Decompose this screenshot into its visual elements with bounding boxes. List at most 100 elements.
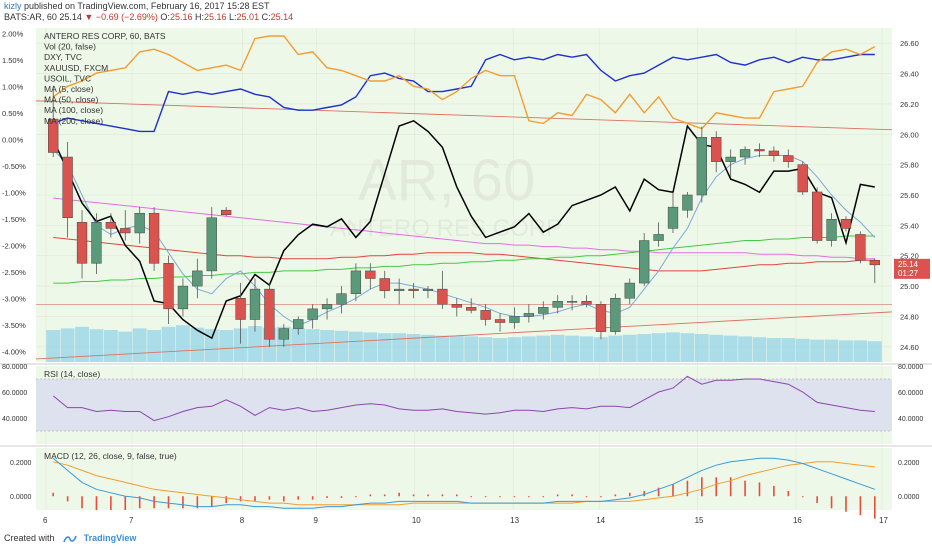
candle-body: [783, 155, 794, 162]
candle-body: [249, 288, 261, 320]
candle-body: [797, 164, 808, 193]
last-price: 25.14: [59, 12, 82, 22]
price-badge: [894, 258, 930, 279]
macd-histogram-bar: [744, 480, 746, 497]
macd-histogram-bar: [124, 496, 127, 510]
volume-bar: [334, 330, 349, 362]
macd-line: [52, 457, 875, 509]
macd-pane: [36, 448, 892, 510]
macd-histogram-bar: [816, 496, 818, 504]
macd-histogram-bar: [873, 496, 876, 519]
candle-body: [682, 194, 693, 211]
macd-histogram-bar: [801, 496, 804, 498]
x-tick-label: 13: [510, 516, 519, 525]
candle-body: [811, 191, 823, 241]
resistance-trendline: [35, 100, 893, 131]
left-axis-bg: [0, 28, 36, 510]
tradingview-logo-icon: [63, 535, 77, 542]
candle-body: [538, 307, 549, 314]
volume-bar: [435, 335, 450, 362]
volume-bar: [723, 335, 738, 362]
candle-body: [379, 278, 390, 291]
price-tick-label: 25.80: [900, 161, 919, 170]
macd-histogram-bar: [542, 496, 545, 498]
volume-bar: [406, 334, 421, 362]
pct-tick-label: -4.00%: [2, 347, 26, 356]
legend-item: DXY, TVC: [44, 52, 82, 62]
legend-item: MA (200, close): [44, 116, 103, 126]
down-arrow-icon: ▼: [84, 12, 94, 22]
tradingview-brand[interactable]: TradingView: [83, 533, 137, 543]
candle-body: [264, 288, 275, 340]
chart-canvas[interactable]: 26.60 26.40 26.20 26.00 25.80 25.60 25.40 25.20…: [0, 24, 932, 532]
macd-histogram-bar: [773, 485, 775, 497]
publish-header: kizly published on TradingView.com, Febr…: [4, 1, 270, 12]
macd-histogram-bar: [859, 496, 862, 516]
volume-bar: [752, 337, 767, 362]
macd-histogram-bar: [614, 494, 617, 497]
volume-bar: [594, 337, 608, 362]
volume-bar: [291, 328, 306, 362]
candle-body: [826, 219, 837, 241]
volume-bar: [118, 331, 133, 362]
volume-bar: [132, 328, 147, 362]
candle-body: [148, 212, 160, 264]
macd-histogram-bar: [845, 496, 847, 512]
macd-histogram-bar: [283, 496, 285, 502]
pct-tick-label: -2.50%: [2, 268, 26, 277]
pct-tick-label: -3.50%: [2, 321, 26, 330]
candle-body: [321, 304, 333, 310]
candle-body: [336, 293, 347, 305]
candle-body: [451, 304, 462, 308]
footer: Created with TradingView: [4, 533, 136, 543]
candle-body: [437, 288, 448, 305]
created-with: Created with: [4, 533, 55, 543]
macd-histogram-bar: [355, 496, 357, 498]
author-link[interactable]: kizly: [4, 1, 22, 11]
candle-body: [624, 282, 635, 299]
high-label: H:: [194, 12, 204, 22]
x-tick-label: 16: [793, 516, 802, 525]
macd-histogram-bar: [701, 477, 703, 497]
macd-histogram-bar: [210, 496, 213, 507]
volume-bar: [190, 327, 205, 362]
pct-tick-label: -3.00%: [2, 294, 26, 303]
x-tick-label: 9: [313, 516, 318, 525]
macd-histogram-bar: [499, 496, 501, 498]
volume-bar: [60, 328, 75, 362]
candle-body: [855, 234, 866, 261]
candle-body: [163, 263, 174, 310]
volume-bar: [709, 334, 724, 362]
pct-tick-label: -0.50%: [2, 162, 26, 171]
volume-bar: [579, 336, 594, 362]
macd-histogram-bar: [398, 492, 400, 497]
macd-histogram-bar: [95, 496, 98, 510]
pct-tick-label: 0.50%: [2, 109, 24, 118]
candle-body: [768, 150, 780, 156]
volume-bar: [176, 325, 190, 362]
candle-body: [120, 228, 131, 234]
volume-bar: [781, 338, 796, 362]
macd-histogram-bar: [254, 496, 256, 502]
macd-histogram-bar: [412, 494, 415, 497]
rsi-tick-label-left: 60.0000: [2, 390, 27, 397]
legend-item: ANTERO RES CORP, 60, BATS: [44, 31, 166, 41]
volume-bar: [147, 330, 162, 362]
pct-tick-label: 1.50%: [2, 56, 24, 65]
pct-tick-label: -1.50%: [2, 215, 26, 224]
macd-histogram-bar: [311, 496, 314, 500]
publish-info: published on TradingView.com, February 1…: [24, 1, 270, 11]
rsi-tick-label-left: 80.0000: [2, 364, 27, 371]
candle-body: [393, 288, 405, 291]
macd-histogram-bar: [585, 496, 588, 498]
volume-bar: [363, 332, 378, 362]
price-tick-label: 24.60: [900, 343, 919, 352]
volume-bar: [853, 340, 868, 362]
price-tick-label: 26.00: [900, 130, 919, 139]
macd-histogram-bar: [340, 496, 343, 498]
price-tick-label: 26.60: [900, 39, 919, 48]
volume-bar: [536, 335, 551, 362]
rsi-label: RSI (14, close): [44, 369, 100, 379]
symbol-header: BATS:AR, 60 25.14 ▼ −0.69 (−2.69%) O:25.…: [4, 12, 293, 23]
rsi-tick-label-right: 40.0000: [898, 416, 923, 423]
